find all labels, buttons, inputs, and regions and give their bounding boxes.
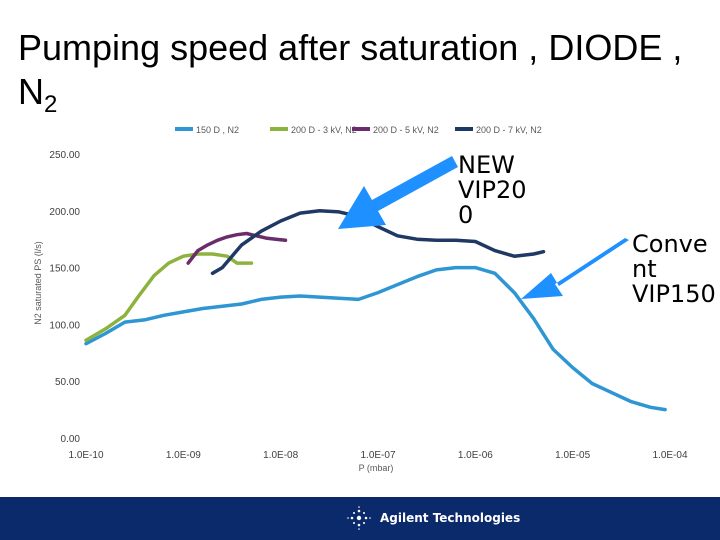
series-line bbox=[84, 252, 254, 343]
series-line bbox=[186, 231, 288, 265]
footer-bar: Agilent Technologies bbox=[0, 497, 720, 540]
x-tick-label: 1.0E-05 bbox=[555, 450, 590, 461]
legend-label: 200 D - 5 kV, N2 bbox=[373, 125, 439, 135]
legend-swatch bbox=[455, 127, 473, 131]
y-tick-label: 200.00 bbox=[49, 207, 80, 218]
series-line bbox=[84, 265, 667, 412]
x-tick-label: 1.0E-07 bbox=[360, 450, 395, 461]
y-axis-label: N2 saturated PS (l/s) bbox=[33, 241, 43, 325]
x-tick-label: 1.0E-08 bbox=[263, 450, 298, 461]
legend-swatch bbox=[175, 127, 193, 131]
y-tick-label: 250.00 bbox=[49, 150, 80, 161]
title-subscript: 2 bbox=[44, 91, 58, 118]
callout-arrow-new bbox=[338, 156, 458, 229]
callout-new-vip200: NEW VIP20 0 bbox=[458, 151, 527, 229]
callout-conventional-vip150: Conve nt VIP150 bbox=[632, 230, 716, 308]
legend-label: 200 D - 7 kV, N2 bbox=[476, 125, 542, 135]
y-tick-label: 0.00 bbox=[61, 434, 81, 445]
x-tick-label: 1.0E-09 bbox=[166, 450, 201, 461]
legend-swatch bbox=[352, 127, 370, 131]
brand-name: Agilent Technologies bbox=[380, 511, 521, 525]
x-tick-label: 1.0E-06 bbox=[458, 450, 493, 461]
callout-arrow-conventional bbox=[521, 238, 629, 299]
x-axis-label: P (mbar) bbox=[359, 463, 394, 473]
pumping-speed-chart: 150 D , N2 200 D - 3 kV, N2 200 D - 5 kV, … bbox=[33, 125, 688, 473]
y-tick-label: 50.00 bbox=[55, 377, 80, 388]
title-line-2: N bbox=[18, 71, 44, 112]
legend-swatch bbox=[270, 127, 288, 131]
agilent-spark-icon bbox=[347, 506, 371, 530]
legend-label: 150 D , N2 bbox=[196, 125, 239, 135]
y-tick-label: 100.00 bbox=[49, 320, 80, 331]
title-line-1: Pumping speed after saturation , DIODE , bbox=[18, 27, 683, 68]
x-tick-label: 1.0E-10 bbox=[68, 450, 103, 461]
x-tick-label: 1.0E-04 bbox=[652, 450, 687, 461]
slide-title: Pumping speed after saturation , DIODE ,… bbox=[18, 26, 682, 127]
y-tick-label: 150.00 bbox=[49, 264, 80, 275]
legend-label: 200 D - 3 kV, N2 bbox=[291, 125, 357, 135]
